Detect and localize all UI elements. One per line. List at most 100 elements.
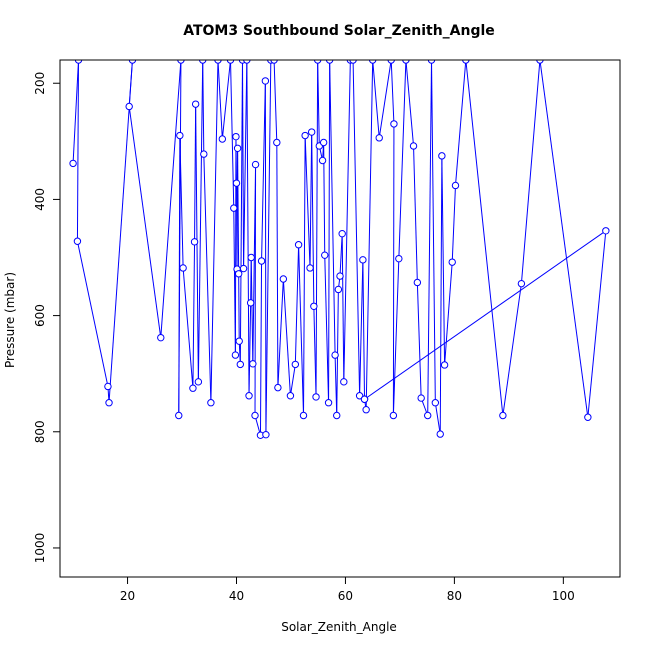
data-point xyxy=(191,100,200,108)
series-line-segment xyxy=(329,60,336,356)
series-line-segment xyxy=(203,154,212,403)
data-point xyxy=(230,204,238,212)
data-point xyxy=(251,411,259,420)
series-line-segment xyxy=(413,145,418,283)
data-point xyxy=(299,411,308,420)
series-line-segment xyxy=(315,60,319,397)
data-point xyxy=(451,181,460,190)
data-point xyxy=(104,382,112,391)
data-point xyxy=(409,142,418,150)
data-point xyxy=(424,411,432,420)
x-tick-label: 40 xyxy=(229,589,244,603)
series-line-segment xyxy=(341,233,345,382)
data-point xyxy=(325,60,334,64)
series-line-segment xyxy=(108,60,133,403)
data-point xyxy=(234,270,243,278)
x-axis-label: Solar_Zenith_Angle xyxy=(281,620,397,634)
series-line-segment xyxy=(520,60,541,284)
series-line-segment xyxy=(451,185,456,263)
series-line-segment xyxy=(235,136,237,184)
data-point xyxy=(375,134,383,142)
data-point xyxy=(438,152,446,160)
data-point xyxy=(236,360,245,369)
data-point xyxy=(312,393,320,401)
y-tick-label: 400 xyxy=(33,188,47,211)
data-point xyxy=(249,360,257,368)
data-point xyxy=(334,285,343,294)
data-point xyxy=(232,179,241,187)
data-point xyxy=(338,229,346,238)
x-tick-label: 100 xyxy=(552,589,575,603)
series-line-segment xyxy=(539,60,589,418)
data-point xyxy=(440,361,449,369)
data-point xyxy=(247,253,255,262)
plot-area: 20 40 60 80 100 200 400 600 800 1000 xyxy=(33,59,621,603)
series-line-segment xyxy=(197,60,204,382)
series-line-segment xyxy=(587,230,607,418)
data-point xyxy=(257,257,266,265)
series-line-segment xyxy=(416,282,422,399)
series-line-segment xyxy=(248,302,252,396)
series-line-segment xyxy=(364,230,607,400)
data-point xyxy=(318,156,327,165)
series-line-segment xyxy=(234,136,237,356)
data-point xyxy=(448,258,456,266)
y-tick-label: 600 xyxy=(33,304,47,327)
data-point xyxy=(262,430,270,439)
data-point xyxy=(310,302,318,311)
data-point xyxy=(105,399,113,407)
series-line-segment xyxy=(250,257,254,364)
series-line-segment xyxy=(261,80,266,262)
series-line-segment xyxy=(238,273,240,342)
series-line-segment xyxy=(202,60,205,155)
series-line-segment xyxy=(441,155,446,365)
data-point xyxy=(233,144,242,152)
series-line-segment xyxy=(311,132,315,307)
series-line-segment xyxy=(237,148,240,274)
series-line-segment xyxy=(76,60,80,242)
series-line-segment xyxy=(254,164,257,416)
y-tick-label: 200 xyxy=(33,72,47,95)
series-line-segment xyxy=(372,60,380,138)
series-group xyxy=(69,60,610,439)
data-point xyxy=(306,264,314,272)
data-point xyxy=(417,394,425,402)
data-point xyxy=(175,411,183,420)
series-line-segment xyxy=(276,142,279,388)
data-point xyxy=(226,60,235,64)
series-line-segment xyxy=(343,60,351,382)
data-point xyxy=(355,392,364,400)
series-line-segment xyxy=(128,106,162,338)
data-point xyxy=(207,399,215,407)
data-point xyxy=(200,150,208,158)
data-point xyxy=(431,399,440,407)
data-point xyxy=(387,60,395,64)
data-point xyxy=(331,351,339,359)
data-point xyxy=(69,159,77,168)
series-line-segment xyxy=(210,60,219,403)
data-point xyxy=(517,279,526,288)
series-line-segment xyxy=(239,60,243,365)
data-point xyxy=(157,333,165,342)
data-point xyxy=(190,238,199,246)
data-point xyxy=(274,383,282,392)
series-line-segment xyxy=(378,60,392,138)
data-point xyxy=(389,411,398,420)
plot-frame xyxy=(59,59,621,578)
data-point xyxy=(427,60,436,64)
data-point xyxy=(270,60,278,64)
data-point xyxy=(286,392,295,400)
data-point xyxy=(194,378,203,386)
series-line-segment xyxy=(192,241,196,389)
data-point xyxy=(336,272,344,280)
data-point xyxy=(402,60,410,64)
series-line-segment xyxy=(282,278,291,396)
data-point xyxy=(340,378,348,386)
data-point xyxy=(231,351,240,359)
data-point xyxy=(436,430,444,438)
data-point xyxy=(232,132,240,141)
data-point xyxy=(462,60,470,64)
data-point xyxy=(359,256,367,264)
data-point xyxy=(199,60,207,64)
